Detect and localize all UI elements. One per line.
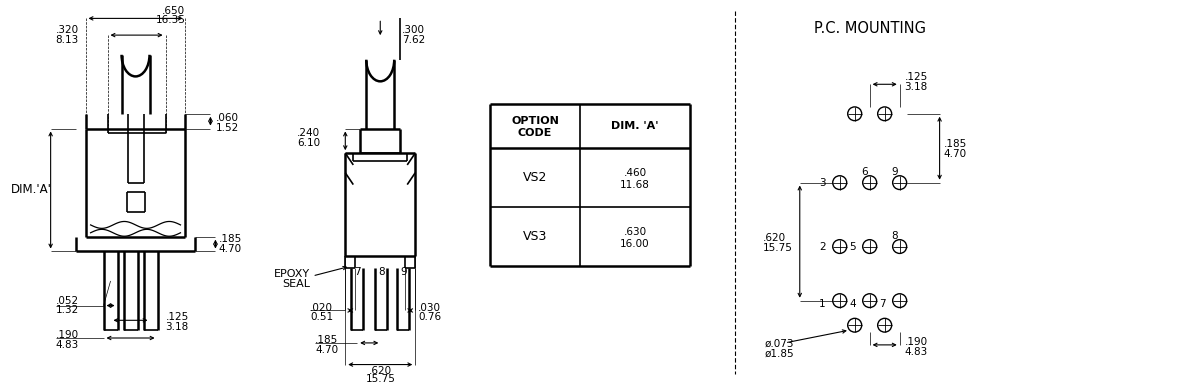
Text: 9: 9	[892, 167, 898, 177]
Text: 8: 8	[378, 267, 384, 277]
Text: .320: .320	[55, 25, 79, 35]
Text: .052: .052	[55, 296, 79, 306]
Text: 16.35: 16.35	[156, 15, 186, 25]
Text: CODE: CODE	[518, 128, 552, 138]
Text: .185: .185	[218, 234, 241, 244]
Text: VS3: VS3	[523, 230, 547, 243]
Text: .030: .030	[419, 303, 442, 313]
Text: SEAL: SEAL	[282, 279, 311, 289]
Text: EPOXY: EPOXY	[275, 269, 311, 279]
Text: DIM.'A': DIM.'A'	[11, 183, 52, 196]
Text: 9: 9	[400, 267, 407, 277]
Text: 4.70: 4.70	[316, 345, 338, 355]
Text: 11.68: 11.68	[620, 179, 650, 189]
Text: 4.70: 4.70	[218, 244, 241, 253]
Text: 0.51: 0.51	[311, 312, 334, 322]
Text: ø1.85: ø1.85	[764, 349, 794, 359]
Text: 3: 3	[820, 177, 826, 187]
Text: 1.52: 1.52	[216, 122, 239, 132]
Text: 16.00: 16.00	[620, 239, 649, 249]
Text: .185: .185	[316, 335, 338, 345]
Text: 7: 7	[880, 299, 886, 309]
Text: .620: .620	[368, 367, 392, 377]
Text: 4.83: 4.83	[905, 347, 928, 357]
Text: 4.83: 4.83	[55, 340, 79, 350]
Text: 6.10: 6.10	[298, 138, 320, 148]
Text: 0.76: 0.76	[419, 312, 442, 322]
Text: 8.13: 8.13	[55, 35, 79, 45]
Text: .460: .460	[623, 168, 647, 178]
Text: .190: .190	[905, 337, 928, 347]
Text: .300: .300	[402, 25, 425, 35]
Text: 3.18: 3.18	[905, 82, 928, 92]
Text: .190: .190	[55, 330, 79, 340]
Text: 15.75: 15.75	[365, 374, 395, 384]
Text: ø.073: ø.073	[764, 339, 794, 349]
Text: 4.70: 4.70	[943, 149, 967, 159]
Text: 1: 1	[820, 299, 826, 309]
Text: DIM. 'A': DIM. 'A'	[611, 121, 659, 131]
Text: .630: .630	[623, 227, 647, 237]
Text: 4: 4	[850, 299, 856, 309]
Text: .020: .020	[311, 303, 334, 313]
Text: 7: 7	[354, 267, 360, 277]
Text: .185: .185	[943, 139, 967, 149]
Text: 7.62: 7.62	[402, 35, 426, 45]
Text: .620: .620	[763, 233, 786, 243]
Text: .125: .125	[905, 72, 928, 82]
Text: 1.32: 1.32	[55, 305, 79, 315]
Text: 3.18: 3.18	[166, 322, 188, 332]
Text: VS2: VS2	[523, 171, 547, 184]
Text: .125: .125	[166, 312, 188, 322]
Text: .060: .060	[216, 113, 239, 123]
Text: 8: 8	[892, 231, 898, 241]
Text: 6: 6	[862, 167, 868, 177]
Text: OPTION: OPTION	[511, 116, 559, 126]
Text: .650: .650	[162, 5, 186, 15]
Text: .240: .240	[298, 129, 320, 139]
Text: 2: 2	[820, 241, 826, 251]
Text: P.C. MOUNTING: P.C. MOUNTING	[814, 21, 925, 36]
Text: 15.75: 15.75	[763, 243, 793, 253]
Text: 5: 5	[850, 241, 856, 251]
